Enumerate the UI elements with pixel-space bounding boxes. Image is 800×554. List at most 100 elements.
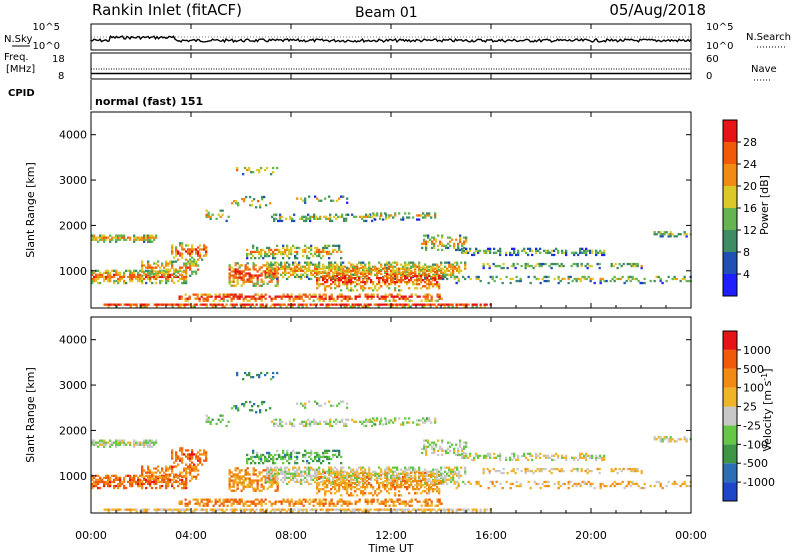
power-cell <box>292 244 295 247</box>
power-cell <box>400 271 403 274</box>
velocity-cell <box>437 453 440 457</box>
velocity-cell <box>626 467 629 471</box>
power-cell <box>661 233 664 236</box>
velocity-cell <box>432 473 435 477</box>
velocity-cell <box>265 409 268 412</box>
velocity-cell <box>167 467 170 470</box>
power-cell <box>165 277 168 281</box>
power-cell <box>428 287 431 290</box>
velocity-cell <box>603 454 606 457</box>
power-cell <box>279 219 282 223</box>
velocity-cell <box>580 469 583 473</box>
power-cell <box>191 270 194 273</box>
velocity-cell <box>465 445 468 448</box>
power-cell <box>330 266 333 269</box>
power-cell <box>262 282 265 285</box>
power-cell <box>424 272 427 276</box>
velocity-cell <box>585 454 588 457</box>
velocity-cell <box>467 456 470 459</box>
velocity-cell <box>316 459 319 463</box>
velocity-cell <box>681 482 684 486</box>
power-cell <box>153 238 156 241</box>
power-cell <box>286 261 289 264</box>
power-cell <box>165 268 168 271</box>
velocity-cell <box>312 478 315 481</box>
power-cell <box>426 297 429 300</box>
power-cell <box>129 269 132 272</box>
power-cell <box>99 281 102 285</box>
velocity-cell <box>328 479 331 483</box>
velocity-cell <box>370 475 373 479</box>
power-cell <box>205 209 208 212</box>
velocity-cell <box>537 482 540 486</box>
power-cell <box>376 267 379 270</box>
power-cell <box>191 264 194 267</box>
power-cell <box>364 281 367 284</box>
velocity-cell <box>234 481 237 484</box>
power-cell <box>587 275 590 279</box>
power-cell <box>384 274 387 278</box>
velocity-cell <box>336 490 339 493</box>
velocity-cell <box>171 484 174 488</box>
power-cell <box>241 305 244 308</box>
power-cell <box>123 234 126 237</box>
velocity-cell <box>350 474 353 477</box>
power-cell <box>428 279 431 282</box>
velocity-cell <box>447 451 450 455</box>
power-cell <box>328 273 331 276</box>
velocity-cell <box>107 508 110 511</box>
power-cell <box>334 248 337 252</box>
velocity-cell <box>232 489 235 492</box>
power-cell <box>378 281 381 284</box>
power-cell <box>270 248 273 252</box>
velocity-cell <box>117 439 120 442</box>
velocity-cell <box>426 474 429 477</box>
power-cell <box>408 216 411 219</box>
velocity-cell <box>571 484 574 488</box>
velocity-cell <box>459 443 462 446</box>
velocity-cell <box>408 468 411 471</box>
velocity-cell <box>493 452 496 455</box>
power-cell <box>165 279 168 283</box>
power-cell <box>330 263 333 266</box>
velocity-cell <box>465 452 468 455</box>
velocity-cell <box>354 490 357 493</box>
velocity-cell <box>157 479 160 482</box>
power-cell <box>339 215 342 218</box>
velocity-cell <box>135 508 138 511</box>
velocity-cell <box>165 473 168 476</box>
power-cell <box>149 236 152 239</box>
velocity-cell <box>332 480 335 484</box>
velocity-cell <box>586 471 589 475</box>
velocity-cell <box>264 455 267 459</box>
velocity-cell <box>324 449 327 452</box>
power-cell <box>322 293 325 296</box>
power-cell <box>380 285 383 288</box>
power-cell <box>657 231 660 234</box>
power-cell <box>290 295 293 298</box>
power-cell <box>469 277 472 281</box>
power-cell <box>262 270 265 273</box>
power-cell <box>248 280 251 283</box>
velocity-cell <box>322 488 325 491</box>
power-cell <box>673 275 676 279</box>
velocity-cell <box>203 459 206 462</box>
power-cell <box>584 264 587 268</box>
power-cell <box>263 305 266 308</box>
velocity-cell <box>314 474 317 477</box>
power-cell <box>322 283 325 286</box>
velocity-cell <box>290 472 293 475</box>
power-cell <box>282 271 285 274</box>
power-cell <box>312 299 315 302</box>
power-cell <box>328 276 331 280</box>
power-cell <box>487 247 490 250</box>
power-cell <box>246 272 249 275</box>
power-cell <box>363 215 366 218</box>
power-cell <box>372 295 375 298</box>
velocity-cell <box>289 420 292 423</box>
power-cell <box>342 295 345 298</box>
power-cell <box>526 264 529 268</box>
power-cell <box>205 246 208 249</box>
power-cell <box>417 303 420 306</box>
power-cell <box>318 254 321 258</box>
